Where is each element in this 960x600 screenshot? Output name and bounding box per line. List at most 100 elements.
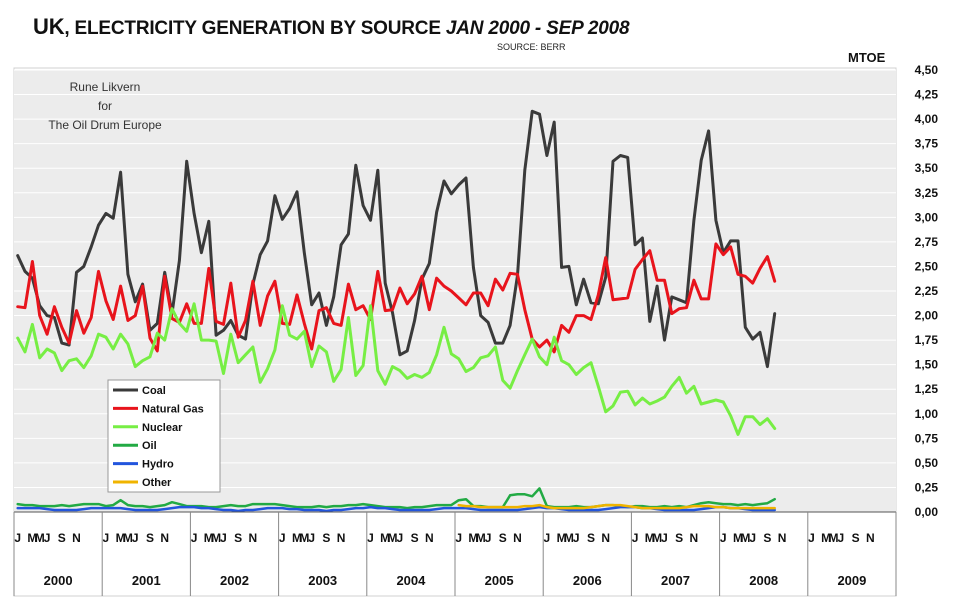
- chart-source: SOURCE: BERR: [497, 42, 566, 52]
- x-tick-label: M: [35, 531, 45, 545]
- y-tick-label: 3,25: [915, 186, 939, 200]
- y-tick-label: 1,75: [915, 333, 939, 347]
- x-tick-label: S: [58, 531, 66, 545]
- x-tick-label: N: [866, 531, 875, 545]
- x-tick-label: M: [564, 531, 574, 545]
- chart-title-period: JAN 2000 - SEP 2008: [445, 18, 630, 39]
- y-tick-label: 1,25: [915, 382, 939, 396]
- x-tick-label: M: [829, 531, 839, 545]
- x-tick-label: J: [14, 531, 21, 545]
- x-tick-label: J: [544, 531, 551, 545]
- x-tick-label: J: [279, 531, 286, 545]
- x-tick-label: N: [249, 531, 258, 545]
- x-tick-label: M: [733, 531, 743, 545]
- x-tick-label: M: [388, 531, 398, 545]
- x-tick-label: S: [675, 531, 683, 545]
- x-tick-label: J: [838, 531, 845, 545]
- x-tick-label: J: [455, 531, 462, 545]
- series-line-nuclear: [16, 302, 777, 436]
- x-tick-label: N: [160, 531, 169, 545]
- series-line-other: [457, 503, 776, 510]
- y-tick-label: 4,00: [915, 112, 939, 126]
- x-tick-label: J: [308, 531, 315, 545]
- x-tick-label: J: [44, 531, 51, 545]
- credit-line-1: Rune Likvern: [69, 80, 141, 94]
- legend-label: Nuclear: [142, 422, 183, 434]
- x-tick-label: S: [146, 531, 154, 545]
- year-label: 2001: [132, 573, 161, 588]
- x-tick-label: M: [468, 531, 478, 545]
- x-tick-label: S: [763, 531, 771, 545]
- y-tick-label: 0,00: [915, 505, 939, 519]
- legend-label: Natural Gas: [142, 403, 204, 415]
- year-label: 2007: [661, 573, 690, 588]
- x-tick-label: M: [740, 531, 750, 545]
- x-tick-label: J: [661, 531, 668, 545]
- chart-title: UK, ELECTRICITY GENERATION BY SOURCE JAN…: [33, 14, 630, 40]
- x-axis: J MM J S N J MM J S N J MM J S N J MM J S N J MM J S N J MM J S N J MM J…: [13, 511, 897, 596]
- y-tick-label: 4,50: [915, 63, 939, 77]
- x-tick-label: M: [211, 531, 221, 545]
- y-tick-label: 0,75: [915, 431, 939, 445]
- year-label: 2009: [837, 573, 866, 588]
- x-tick-label: M: [204, 531, 214, 545]
- y-tick-label: 1,00: [915, 407, 939, 421]
- x-tick-label: J: [191, 531, 198, 545]
- x-tick-label: N: [778, 531, 787, 545]
- x-tick-label: S: [411, 531, 419, 545]
- x-tick-label: M: [123, 531, 133, 545]
- x-tick-label: J: [749, 531, 756, 545]
- x-tick-label: J: [720, 531, 727, 545]
- x-tick-label: N: [72, 531, 81, 545]
- credit-line-2: for: [97, 99, 112, 113]
- y-tick-label: 2,00: [915, 309, 939, 323]
- x-tick-label: S: [234, 531, 242, 545]
- legend-label: Hydro: [142, 459, 174, 471]
- series-lines: [16, 109, 777, 513]
- x-tick-label: M: [292, 531, 302, 545]
- x-tick-label: N: [601, 531, 610, 545]
- year-label: 2000: [44, 573, 73, 588]
- y-tick-label: 0,50: [915, 456, 939, 470]
- x-tick-label: N: [513, 531, 522, 545]
- x-tick-label: M: [557, 531, 567, 545]
- chart-title-prefix: UK: [33, 14, 65, 39]
- legend-box: [107, 379, 221, 493]
- x-tick-label: J: [397, 531, 404, 545]
- y-axis-unit: MTOE: [848, 50, 886, 65]
- legend: Coal Natural Gas Nuclear Oil Hydro Other: [107, 379, 221, 493]
- y-tick-label: 2,50: [915, 259, 939, 273]
- y-axis-ticks: 0,00 0,25 0,50 0,75 1,00 1,25 1,50 1,75 2,00 2,25…: [915, 63, 939, 519]
- x-tick-label: N: [690, 531, 699, 545]
- x-tick-label: M: [116, 531, 126, 545]
- x-tick-label: M: [645, 531, 655, 545]
- x-tick-label: S: [322, 531, 330, 545]
- x-tick-label: J: [808, 531, 815, 545]
- y-tick-label: 0,25: [915, 480, 939, 494]
- y-tick-label: 1,50: [915, 358, 939, 372]
- y-tick-label: 3,75: [915, 137, 939, 151]
- x-tick-label: N: [337, 531, 346, 545]
- x-tick-label: J: [103, 531, 110, 545]
- x-tick-label: J: [573, 531, 580, 545]
- year-label: 2004: [396, 573, 426, 588]
- chart-title-main: , ELECTRICITY GENERATION BY SOURCE: [64, 18, 446, 39]
- x-tick-label: M: [27, 531, 37, 545]
- x-tick-label: J: [485, 531, 492, 545]
- year-label: 2003: [308, 573, 337, 588]
- year-label: 2002: [220, 573, 249, 588]
- x-tick-label: M: [476, 531, 486, 545]
- year-label: 2006: [573, 573, 602, 588]
- author-credit: Rune Likvern for The Oil Drum Europe: [30, 78, 180, 135]
- x-tick-label: M: [380, 531, 390, 545]
- legend-label: Other: [142, 477, 172, 489]
- series-line-natural-gas: [16, 242, 777, 354]
- x-tick-label: J: [367, 531, 374, 545]
- x-tick-label: M: [821, 531, 831, 545]
- legend-label: Oil: [142, 440, 157, 452]
- y-tick-label: 2,25: [915, 284, 939, 298]
- y-tick-label: 3,00: [915, 210, 939, 224]
- x-tick-label: J: [132, 531, 139, 545]
- x-tick-label: M: [299, 531, 309, 545]
